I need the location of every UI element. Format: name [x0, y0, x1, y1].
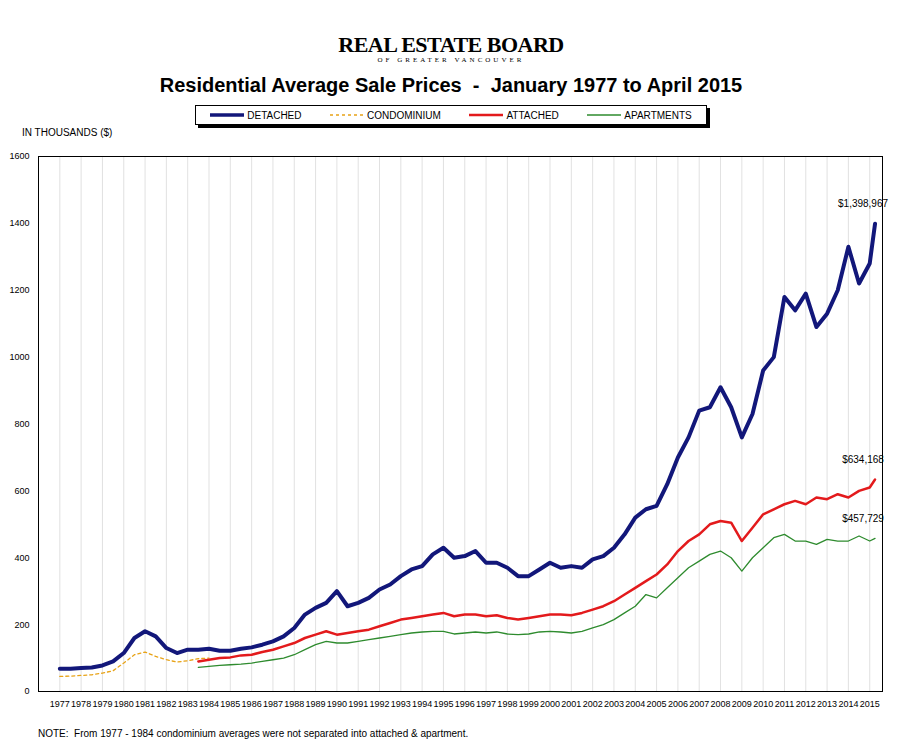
svg-text:1400: 1400: [9, 218, 29, 228]
svg-text:2014: 2014: [838, 699, 858, 709]
svg-text:1988: 1988: [284, 699, 304, 709]
svg-text:2006: 2006: [668, 699, 688, 709]
svg-text:1977: 1977: [50, 699, 70, 709]
html-text:REAL ESTATE BOARD: REAL ESTATE BOARD: [338, 32, 564, 57]
svg-text:2001: 2001: [561, 699, 581, 709]
svg-text:1983: 1983: [178, 699, 198, 709]
svg-text:1996: 1996: [455, 699, 475, 709]
svg-text:2010: 2010: [753, 699, 773, 709]
svg-text:1987: 1987: [263, 699, 283, 709]
html-text:Residential Average Sale Price: Residential Average Sale Prices - Januar…: [159, 74, 743, 96]
svg-text:1997: 1997: [476, 699, 496, 709]
svg-text:1995: 1995: [433, 699, 453, 709]
svg-text:0: 0: [24, 686, 29, 696]
svg-text:$634,168: $634,168: [842, 454, 884, 465]
svg-text:1989: 1989: [306, 699, 326, 709]
svg-text:2004: 2004: [625, 699, 645, 709]
svg-text:1991: 1991: [348, 699, 368, 709]
svg-text:2005: 2005: [647, 699, 667, 709]
svg-text:1999: 1999: [519, 699, 539, 709]
svg-text:2012: 2012: [796, 699, 816, 709]
html-text:DETACHED: DETACHED: [247, 109, 302, 121]
svg-text:800: 800: [14, 419, 29, 429]
html-text:NOTE: From 1977 - 1984 condomi: NOTE: From 1977 - 1984 condominium avera…: [38, 728, 469, 739]
svg-text:600: 600: [14, 486, 29, 496]
svg-text:1981: 1981: [135, 699, 155, 709]
svg-text:2015: 2015: [860, 699, 880, 709]
svg-text:1982: 1982: [156, 699, 176, 709]
svg-text:1994: 1994: [412, 699, 432, 709]
svg-text:400: 400: [14, 553, 29, 563]
svg-text:1998: 1998: [497, 699, 517, 709]
html-text:IN THOUSANDS ($): IN THOUSANDS ($): [22, 127, 113, 138]
svg-text:1985: 1985: [220, 699, 240, 709]
svg-text:1000: 1000: [9, 352, 29, 362]
svg-text:2000: 2000: [540, 699, 560, 709]
svg-text:1600: 1600: [9, 151, 29, 161]
svg-text:2011: 2011: [775, 699, 794, 709]
html-text:APARTMENTS: APARTMENTS: [624, 109, 692, 121]
html-text:ATTACHED: ATTACHED: [506, 109, 559, 121]
html-text:CONDOMINIUM: CONDOMINIUM: [367, 109, 441, 121]
svg-text:1979: 1979: [92, 699, 112, 709]
svg-text:2007: 2007: [689, 699, 709, 709]
svg-text:1993: 1993: [391, 699, 411, 709]
svg-text:1986: 1986: [242, 699, 262, 709]
svg-text:200: 200: [14, 620, 29, 630]
svg-text:2002: 2002: [583, 699, 603, 709]
svg-text:1984: 1984: [199, 699, 219, 709]
svg-text:1992: 1992: [369, 699, 389, 709]
svg-text:$1,398,967: $1,398,967: [838, 198, 888, 209]
svg-text:1980: 1980: [114, 699, 134, 709]
html-text:OF GREATER VANCOUVER: OF GREATER VANCOUVER: [377, 56, 525, 64]
svg-text:2009: 2009: [732, 699, 752, 709]
svg-text:2008: 2008: [711, 699, 731, 709]
svg-text:1990: 1990: [327, 699, 347, 709]
svg-text:$457,729: $457,729: [842, 513, 884, 524]
svg-text:2003: 2003: [604, 699, 624, 709]
svg-text:2013: 2013: [817, 699, 837, 709]
svg-text:1978: 1978: [71, 699, 91, 709]
svg-text:1200: 1200: [9, 285, 29, 295]
